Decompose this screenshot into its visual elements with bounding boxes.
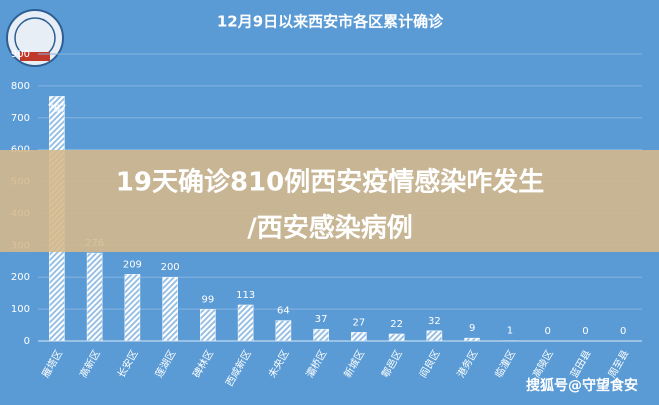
watermark: 搜狐号@守望食安 bbox=[526, 377, 638, 394]
data-label: 0 bbox=[620, 326, 626, 337]
bar bbox=[200, 309, 216, 342]
data-label: 209 bbox=[123, 259, 142, 270]
bar bbox=[275, 320, 292, 342]
bar bbox=[351, 332, 367, 342]
data-label: 9 bbox=[469, 323, 475, 334]
bar bbox=[388, 333, 405, 342]
data-label: 32 bbox=[428, 316, 441, 327]
data-label: 1 bbox=[507, 326, 513, 337]
data-label: 0 bbox=[544, 326, 550, 337]
bar bbox=[426, 330, 443, 342]
data-label: 0 bbox=[582, 326, 588, 337]
y-tick-label: 200 bbox=[11, 272, 30, 283]
data-label: 113 bbox=[236, 290, 255, 301]
data-label: 37 bbox=[315, 314, 328, 325]
headline: 19天确诊810例西安疫情感染咋发生 bbox=[116, 167, 544, 198]
data-label: 27 bbox=[353, 317, 366, 328]
headline: /西安感染病例 bbox=[247, 214, 413, 244]
data-label: 200 bbox=[161, 262, 180, 273]
data-label: 22 bbox=[390, 319, 403, 330]
y-tick-label: 800 bbox=[11, 81, 30, 92]
y-tick-label: 100 bbox=[11, 304, 30, 315]
data-label: 767 bbox=[47, 103, 66, 114]
bar bbox=[237, 304, 254, 342]
y-tick-label: 0 bbox=[24, 336, 30, 347]
bar bbox=[86, 252, 103, 342]
headline-band bbox=[0, 150, 659, 252]
logo bbox=[6, 9, 64, 67]
chart-title: 12月9日以来西安市各区累计确诊 bbox=[217, 13, 444, 31]
data-label: 64 bbox=[277, 306, 290, 317]
bar bbox=[124, 274, 141, 342]
bar bbox=[313, 328, 329, 342]
bar bbox=[162, 276, 178, 342]
y-tick-label: 700 bbox=[11, 113, 30, 124]
data-label: 99 bbox=[202, 294, 215, 305]
y-tick-label: 900 bbox=[11, 49, 30, 60]
